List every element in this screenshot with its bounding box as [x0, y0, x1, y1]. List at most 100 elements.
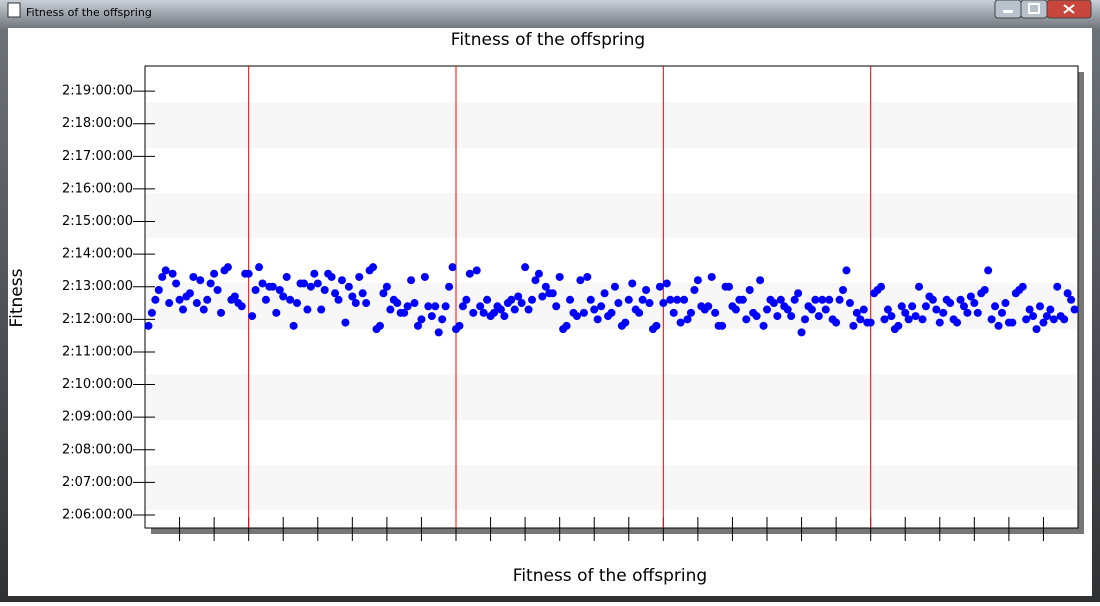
point	[386, 305, 395, 314]
point	[718, 321, 727, 330]
band	[146, 193, 1077, 238]
point	[362, 299, 371, 308]
point	[472, 266, 481, 275]
point	[344, 282, 353, 291]
point	[883, 305, 892, 314]
point	[984, 266, 993, 275]
point	[217, 308, 226, 317]
point	[590, 305, 599, 314]
point	[528, 295, 537, 304]
point	[144, 321, 153, 330]
point	[317, 305, 326, 314]
point	[441, 302, 450, 311]
point	[185, 289, 194, 298]
point	[203, 295, 212, 304]
point	[593, 315, 602, 324]
point	[410, 299, 419, 308]
point	[438, 315, 447, 324]
point	[424, 302, 433, 311]
app-icon	[7, 2, 21, 18]
point	[610, 282, 619, 291]
point	[897, 302, 906, 311]
point	[877, 282, 886, 291]
point	[1042, 312, 1051, 321]
y-tick-label: 2:17:00:00	[62, 149, 133, 164]
point	[1063, 289, 1072, 298]
minimize-button[interactable]	[994, 0, 1022, 19]
point	[953, 318, 962, 327]
point	[538, 292, 547, 301]
y-tick-label: 2:11:00:00	[62, 344, 133, 359]
minimize-icon	[1003, 10, 1013, 13]
point	[261, 295, 270, 304]
point	[852, 308, 861, 317]
point	[331, 289, 340, 298]
point	[814, 312, 823, 321]
point	[244, 269, 253, 278]
point	[310, 269, 319, 278]
point	[400, 308, 409, 317]
point	[849, 321, 858, 330]
point	[483, 295, 492, 304]
point	[987, 315, 996, 324]
point	[334, 295, 343, 304]
point	[932, 305, 941, 314]
point	[192, 299, 201, 308]
point	[856, 315, 865, 324]
point	[579, 308, 588, 317]
point	[887, 312, 896, 321]
point	[935, 318, 944, 327]
point	[230, 292, 239, 301]
point	[413, 321, 422, 330]
point	[566, 295, 575, 304]
point	[1070, 305, 1079, 314]
point	[973, 308, 982, 317]
point	[327, 272, 336, 281]
point	[351, 299, 360, 308]
point	[880, 315, 889, 324]
point	[462, 295, 471, 304]
y-tick-label: 2:13:00:00	[62, 279, 133, 294]
point	[711, 308, 720, 317]
point	[790, 295, 799, 304]
point	[901, 308, 910, 317]
point	[635, 308, 644, 317]
point	[355, 272, 364, 281]
window-buttons[interactable]	[994, 0, 1092, 19]
point	[1053, 282, 1062, 291]
point	[348, 292, 357, 301]
point	[642, 285, 651, 294]
point	[479, 308, 488, 317]
point	[676, 318, 685, 327]
point	[659, 299, 668, 308]
point	[645, 299, 654, 308]
plot-bands	[146, 102, 1077, 510]
point	[282, 272, 291, 281]
point	[818, 295, 827, 304]
point	[1035, 302, 1044, 311]
maximize-button[interactable]	[1020, 0, 1048, 19]
point	[638, 295, 647, 304]
point	[289, 321, 298, 330]
point	[455, 321, 464, 330]
point	[548, 289, 557, 298]
point	[832, 318, 841, 327]
point	[991, 302, 1000, 311]
point	[773, 312, 782, 321]
y-tick-label: 2:18:00:00	[62, 116, 133, 131]
point	[154, 285, 163, 294]
point	[807, 305, 816, 314]
point	[583, 272, 592, 281]
point	[597, 302, 606, 311]
point	[1049, 315, 1058, 324]
point	[769, 299, 778, 308]
point	[835, 295, 844, 304]
point	[524, 305, 533, 314]
band	[146, 465, 1077, 510]
point	[724, 282, 733, 291]
point	[299, 279, 308, 288]
point	[763, 305, 771, 314]
y-tick-label: 2:15:00:00	[62, 214, 133, 229]
point	[614, 299, 623, 308]
point	[1046, 305, 1055, 314]
